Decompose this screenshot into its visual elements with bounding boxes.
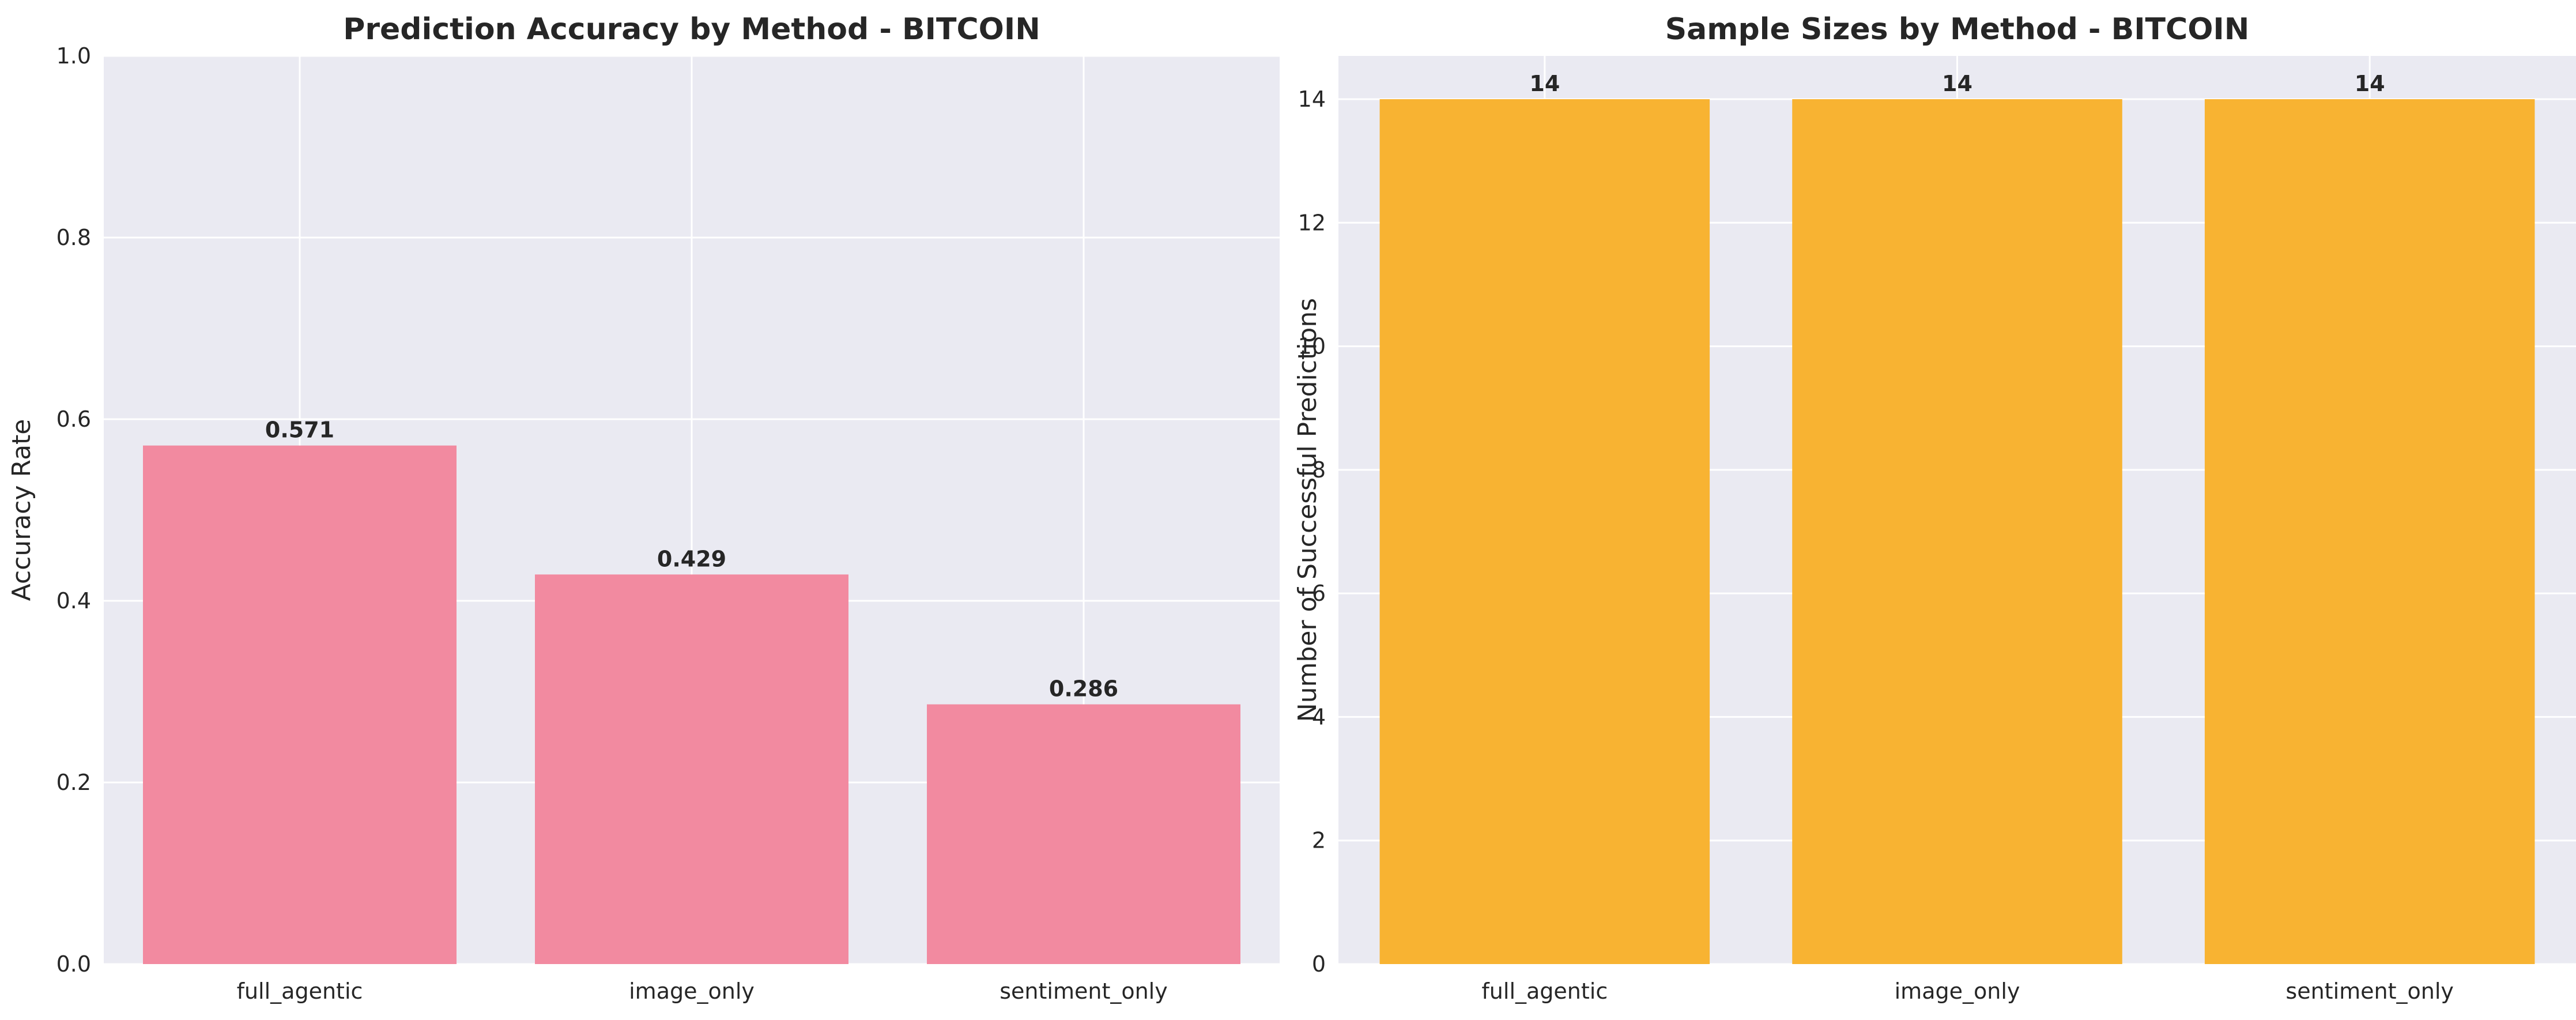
accuracy-bar-value-label: 0.571 [265, 417, 334, 443]
sample-size-y-tick-label: 10 [1298, 334, 1326, 359]
sample-size-y-tick-label: 14 [1298, 86, 1326, 112]
sample-size-y-tick-label: 4 [1312, 704, 1326, 729]
sample-size-bar-value-label: 14 [1529, 71, 1560, 96]
sample-size-y-axis-label: Number of Successful Predictions [1293, 298, 1322, 722]
accuracy-bar [143, 445, 457, 964]
sample-size-chart-title: Sample Sizes by Method - BITCOIN [1665, 12, 2250, 47]
accuracy-y-tick-label: 0.6 [56, 407, 91, 432]
sample-size-y-tick-label: 8 [1312, 457, 1326, 483]
sample-size-bar [2204, 99, 2535, 964]
sample-size-y-tick-label: 0 [1312, 951, 1326, 977]
accuracy-y-tick-label: 0.4 [56, 588, 91, 613]
sample-size-x-tick-label: sentiment_only [2285, 978, 2453, 1004]
accuracy-x-tick-label: full_agentic [237, 978, 363, 1004]
accuracy-bar [535, 574, 848, 964]
sample-size-y-tick-label: 12 [1298, 210, 1326, 235]
accuracy-y-tick-label: 0.0 [56, 951, 91, 977]
accuracy-y-tick-label: 0.2 [56, 770, 91, 795]
sample-size-bar [1792, 99, 2122, 964]
sample-size-x-tick-label: image_only [1895, 978, 2020, 1004]
accuracy-y-tick-label: 1.0 [56, 43, 91, 69]
sample-size-bar-value-label: 14 [1942, 71, 1972, 96]
sample-size-bars: 14 14 14 [1379, 71, 2535, 964]
accuracy-bar-value-label: 0.286 [1049, 676, 1118, 702]
accuracy-x-tick-label: sentiment_only [1000, 978, 1167, 1004]
accuracy-bars: 0.571 0.429 0.286 [143, 417, 1240, 964]
sample-size-chart: 14 14 14 0 2 4 6 8 10 12 14 full_agentic image_only… [1293, 12, 2576, 1004]
sample-size-x-tick-label: full_agentic [1481, 978, 1608, 1004]
accuracy-x-tick-label: image_only [629, 978, 755, 1004]
accuracy-y-axis-label: Accuracy Rate [7, 419, 36, 601]
sample-size-ticks: 0 2 4 6 8 10 12 14 full_agentic image_only sentime… [1298, 86, 2454, 1004]
accuracy-chart-title: Prediction Accuracy by Method - BITCOIN [343, 12, 1040, 47]
sample-size-bar [1379, 99, 1710, 964]
sample-size-y-tick-label: 6 [1312, 581, 1326, 606]
accuracy-bar [927, 704, 1240, 964]
accuracy-y-tick-label: 0.8 [56, 225, 91, 250]
sample-size-y-tick-label: 2 [1312, 828, 1326, 853]
accuracy-chart: 0.571 0.429 0.286 0.0 0.2 0.4 0.6 0.8 1.0 full_a… [7, 12, 1280, 1004]
sample-size-bar-value-label: 14 [2355, 71, 2385, 96]
accuracy-ticks: 0.0 0.2 0.4 0.6 0.8 1.0 full_agentic image_only… [56, 43, 1168, 1004]
accuracy-bar-value-label: 0.429 [657, 546, 726, 571]
